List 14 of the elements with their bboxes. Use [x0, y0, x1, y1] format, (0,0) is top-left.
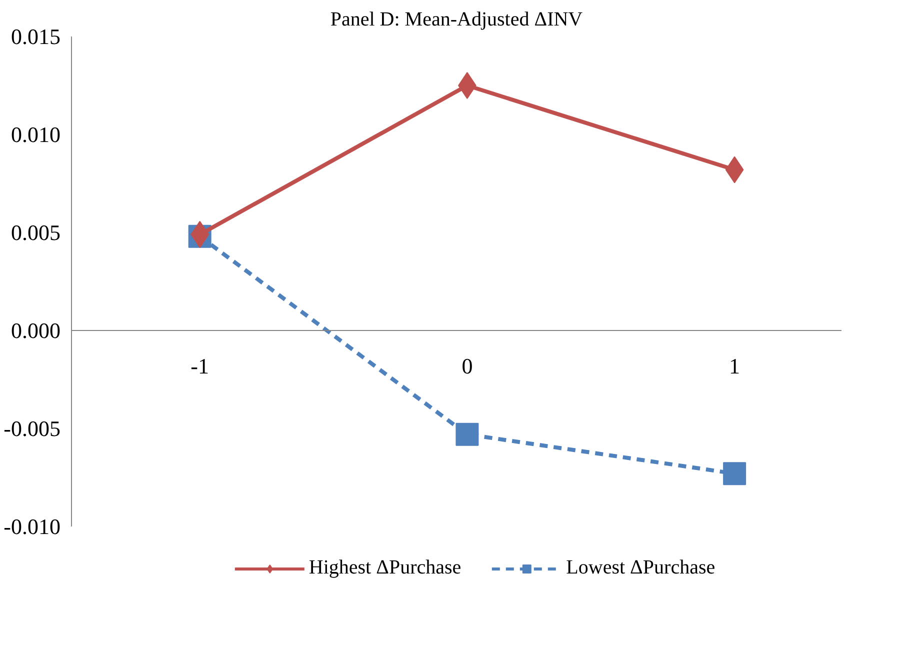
y-tick-label: -0.005 — [4, 416, 60, 441]
y-tick-label: 0.015 — [11, 24, 60, 49]
legend-label: Lowest ΔPurchase — [566, 556, 716, 580]
y-tick-label: -0.010 — [4, 514, 60, 539]
y-tick-label: 0.005 — [11, 220, 60, 245]
x-tick-label: 0 — [462, 354, 473, 378]
point — [723, 462, 746, 486]
chart-title: Panel D: Mean-Adjusted ΔINV — [330, 8, 584, 30]
y-tick-label: 0.000 — [11, 318, 60, 343]
x-tick-label: -1 — [190, 354, 209, 378]
legend-label: Highest ΔPurchase — [308, 556, 462, 580]
point — [456, 422, 479, 446]
y-tick-label: 0.010 — [11, 122, 60, 147]
x-tick-label: 1 — [729, 354, 740, 378]
